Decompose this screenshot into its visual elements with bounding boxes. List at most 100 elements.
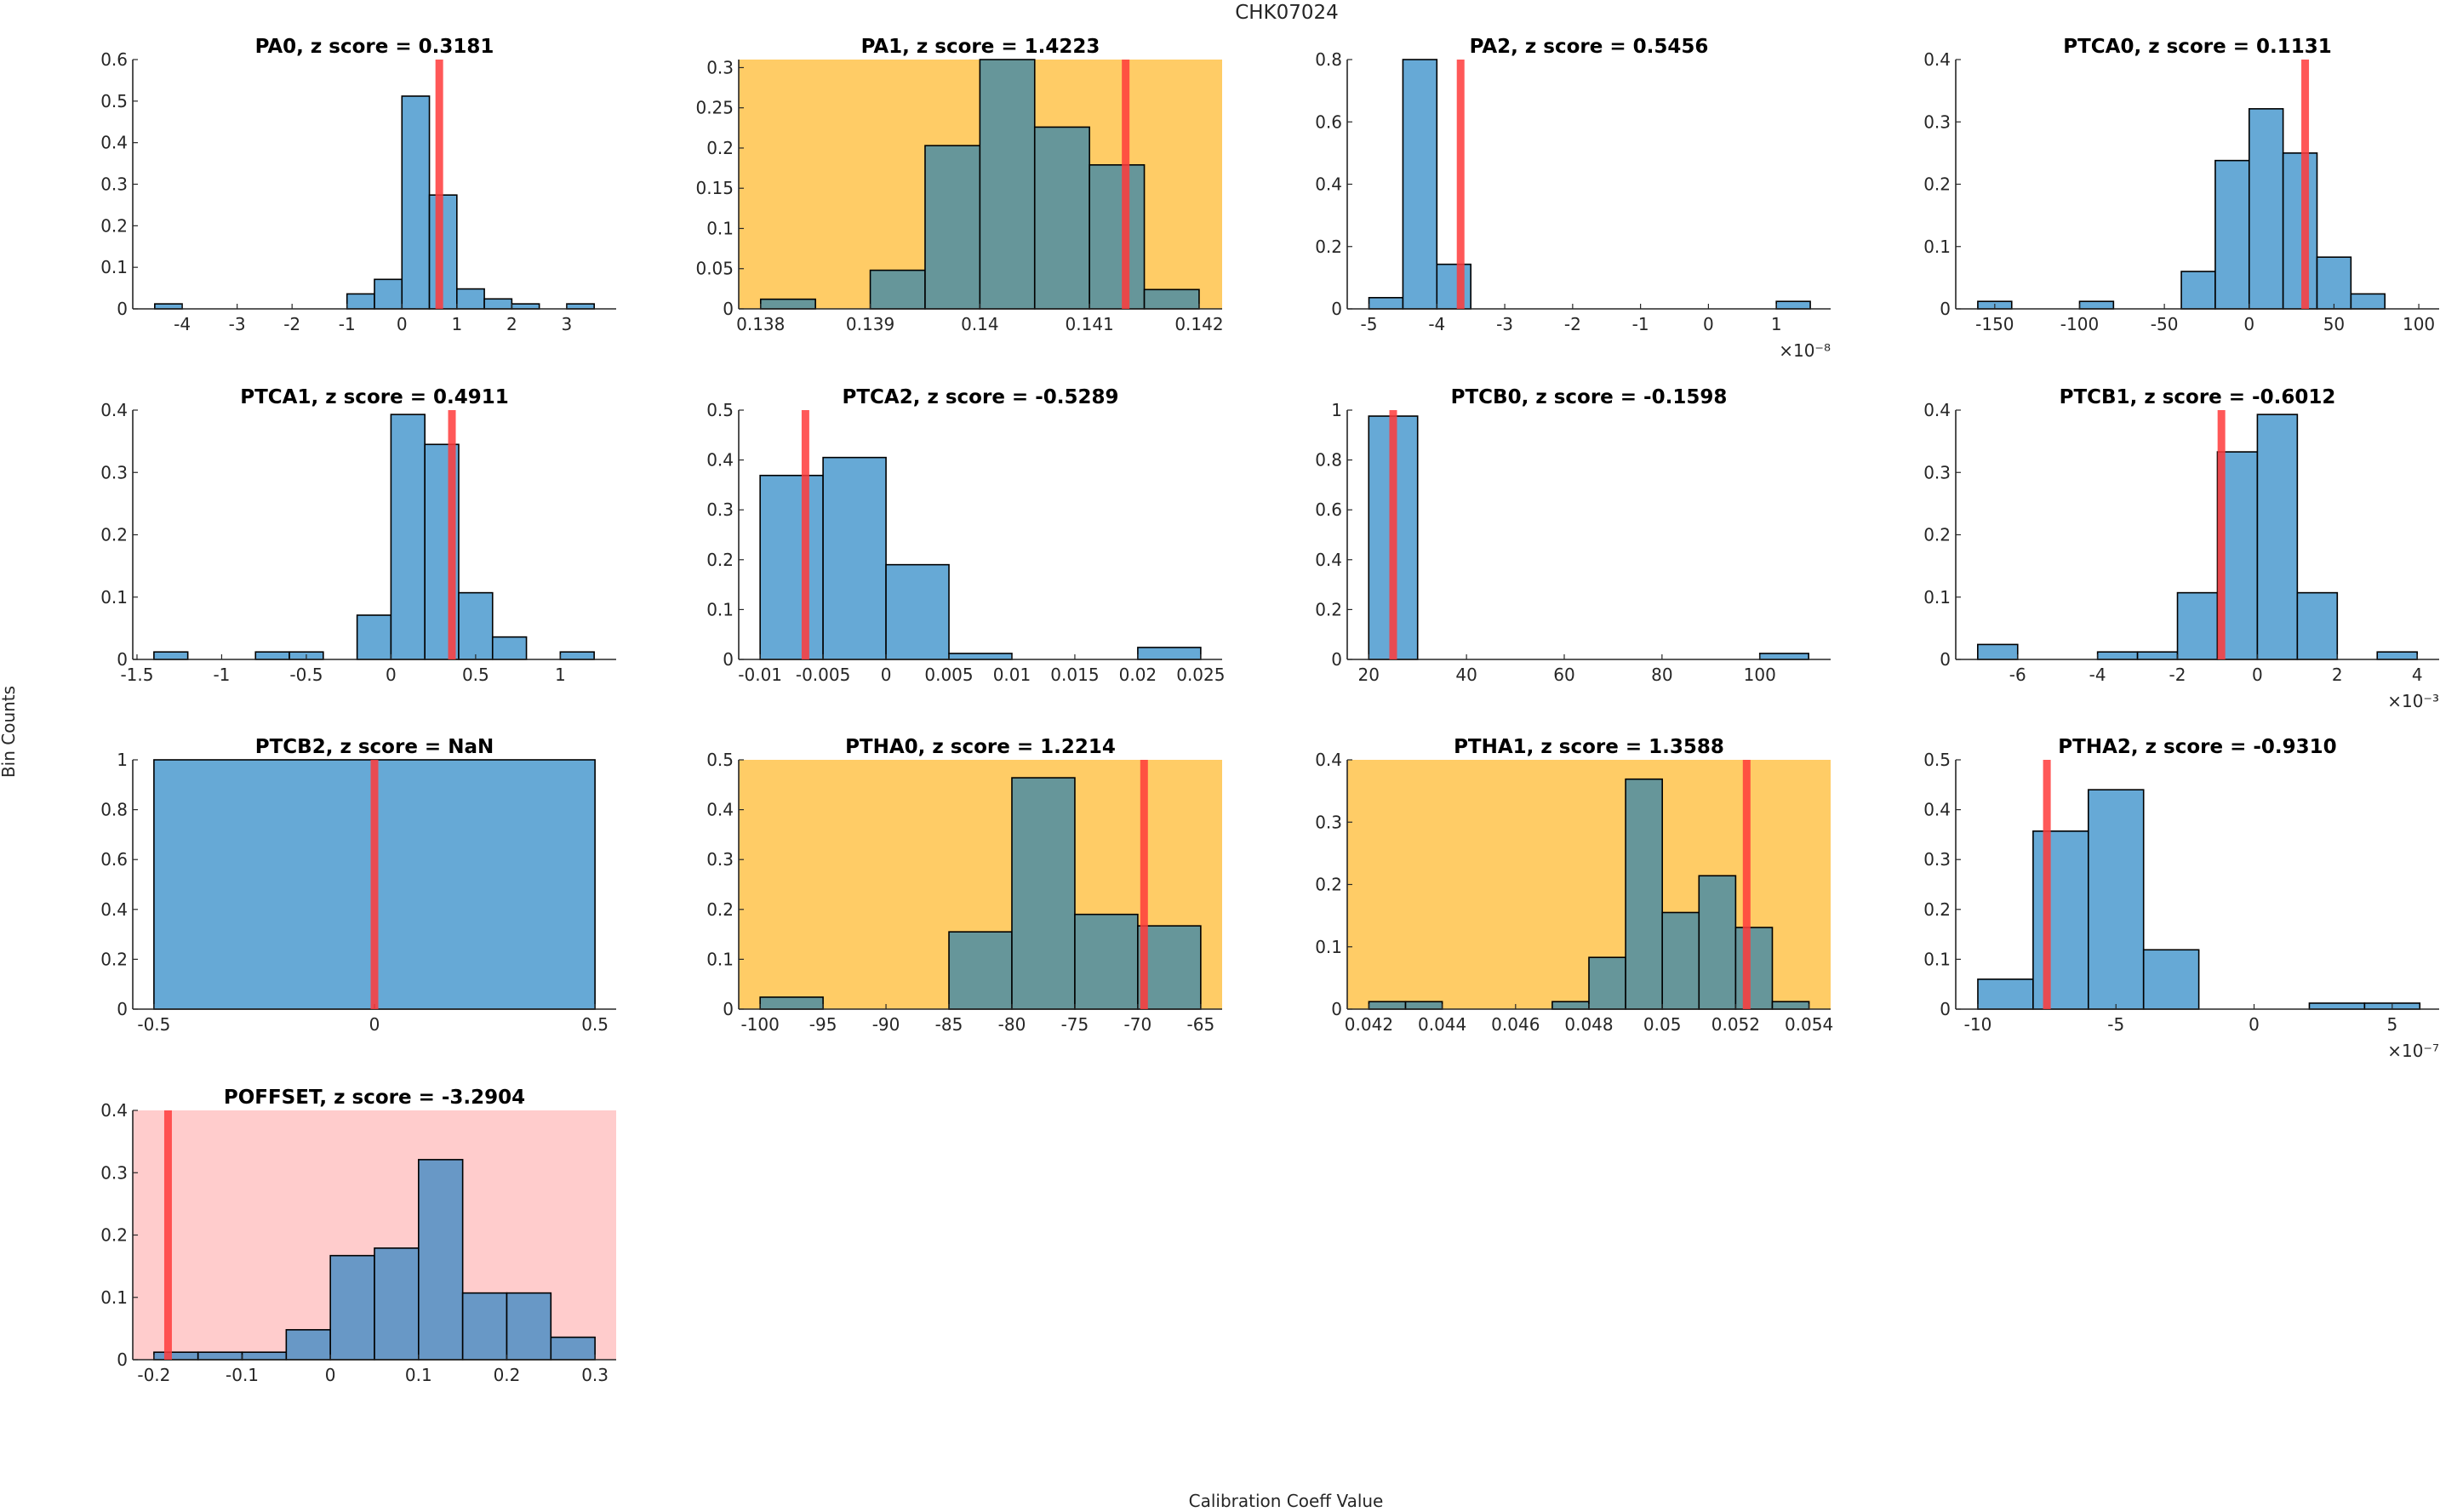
y-tick-label: 0.8	[1315, 450, 1342, 471]
y-tick-label: 0.1	[706, 949, 734, 969]
subplot-ptca0: 0 0.1 0.2 0.3 0.4 -150 -100 -50 0 50 100 PTCA0, z s…	[1923, 36, 2439, 334]
y-tick-label: 0.4	[706, 450, 734, 471]
y-tick-label: 0.4	[1923, 49, 1951, 70]
histogram-bar	[1775, 300, 1811, 310]
histogram-bar	[2308, 1002, 2366, 1010]
histogram-bar	[2078, 300, 2115, 310]
y-tick-label: 0	[1940, 649, 1951, 670]
x-tick-label: -1	[339, 314, 356, 334]
x-tick-label: -0.2	[137, 1365, 170, 1385]
histogram-bar	[1137, 925, 1202, 1010]
y-tick-label: 1	[1331, 400, 1342, 420]
x-tick-label: 1	[451, 314, 462, 334]
histogram-bar	[2180, 271, 2216, 310]
reference-value-line	[1456, 60, 1465, 309]
histogram-bar	[759, 298, 816, 310]
x-tick-label: 0	[1703, 314, 1714, 334]
subplot-pa1: 0 0.05 0.1 0.15 0.2 0.25 0.3 0.138 0.139 0.14 0.14…	[695, 36, 1223, 334]
x-tick-label: 2	[506, 314, 517, 334]
x-axis-exponent: ×10⁻⁸	[1779, 340, 1831, 361]
x-tick-label: 0.054	[1785, 1014, 1833, 1035]
x-tick-label: 0	[2243, 314, 2254, 334]
histogram-bar	[458, 591, 494, 660]
x-tick-label: -4	[2089, 665, 2106, 685]
x-tick-label: -1	[213, 665, 230, 685]
x-tick-label: 0.01	[993, 665, 1031, 685]
histogram-bar	[2350, 293, 2386, 310]
histogram-bar	[1074, 913, 1139, 1010]
histogram-bar	[1661, 911, 1700, 1010]
y-tick-label: 0.1	[706, 599, 734, 619]
x-tick-label: 0.14	[961, 314, 999, 334]
histogram-bar	[2136, 651, 2179, 660]
histogram-bar	[1588, 956, 1626, 1010]
reference-value-line	[2217, 410, 2226, 659]
y-tick-label: 0.5	[706, 400, 734, 420]
reference-value-line	[1140, 760, 1148, 1009]
y-tick-label: 0.3	[1923, 462, 1951, 482]
reference-value-line	[163, 1110, 172, 1360]
subplot-title: PA0, z score = 0.3181	[255, 36, 494, 58]
histogram-bar	[511, 303, 540, 310]
histogram-bar	[418, 1159, 464, 1361]
x-tick-label: 1	[555, 665, 566, 685]
y-tick-label: 0.5	[1923, 750, 1951, 770]
y-tick-label: 0.6	[100, 849, 128, 870]
histogram-bar	[401, 95, 431, 310]
y-tick-label: 0.3	[706, 849, 734, 870]
x-tick-label: -95	[809, 1014, 837, 1035]
y-tick-label: 0	[723, 299, 734, 319]
x-tick-label: 20	[1358, 665, 1380, 685]
x-tick-label: 0.5	[581, 1014, 609, 1035]
y-tick-label: 0.2	[1923, 174, 1951, 195]
x-axis-label: Calibration Coeff Value	[1189, 1491, 1384, 1511]
x-tick-label: 0.005	[924, 665, 973, 685]
subplot-ptcb1: 0 0.1 0.2 0.3 0.4 -6 -4 -2 0 2 4 ×10⁻³ PTCB1, z scor…	[1923, 386, 2439, 711]
histogram-bar	[2087, 789, 2145, 1010]
histogram-bar	[1402, 59, 1438, 310]
histogram-bar	[329, 1254, 375, 1361]
x-tick-label: 100	[1744, 665, 1776, 685]
y-tick-label: 0.25	[695, 98, 734, 118]
y-tick-label: 0.4	[706, 800, 734, 820]
y-tick-label: 0	[723, 999, 734, 1019]
y-tick-label: 0.2	[100, 1225, 128, 1246]
histogram-bar	[1089, 164, 1146, 310]
y-tick-label: 0.2	[706, 550, 734, 570]
y-tick-label: 0.2	[1923, 899, 1951, 920]
subplot-title: PA1, z score = 1.4223	[861, 36, 1100, 58]
x-tick-label: -3	[229, 314, 246, 334]
histogram-bar	[154, 303, 183, 310]
y-tick-label: 0.6	[100, 49, 128, 70]
x-tick-label: -90	[872, 1014, 900, 1035]
x-tick-label: 3	[562, 314, 573, 334]
histogram-bar	[2032, 830, 2089, 1010]
histogram-bar	[550, 1336, 596, 1361]
histogram-bar	[1404, 1001, 1443, 1010]
x-axis-exponent: ×10⁻⁷	[2387, 1041, 2439, 1061]
y-tick-label: 0	[1331, 649, 1342, 670]
y-tick-label: 0.3	[1315, 812, 1342, 832]
y-tick-label: 0.6	[1315, 111, 1342, 132]
x-tick-label: -10	[1964, 1014, 1992, 1035]
x-tick-label: -6	[2009, 665, 2026, 685]
histogram-bar	[2256, 414, 2299, 660]
subplot-ptcb0: 0 0.2 0.4 0.6 0.8 1 20 40 60 80 100 PTCB0, z score …	[1315, 386, 1831, 685]
x-tick-label: -4	[1428, 314, 1445, 334]
reference-value-line	[2043, 760, 2051, 1009]
y-tick-label: 0	[723, 649, 734, 670]
x-tick-label: 0	[325, 1365, 336, 1385]
subplot-title: PTCB0, z score = -0.1598	[1451, 386, 1728, 408]
histogram-bar	[2176, 591, 2219, 660]
x-tick-label: 60	[1553, 665, 1574, 685]
x-tick-label: 0	[369, 1014, 380, 1035]
histogram-bar	[1011, 777, 1076, 1010]
x-tick-label: 0.052	[1711, 1014, 1760, 1035]
histogram-bar	[1368, 1001, 1407, 1010]
histogram-bar	[346, 293, 375, 310]
y-tick-label: 0.4	[1315, 174, 1342, 195]
subplot-title: PTCA2, z score = -0.5289	[842, 386, 1118, 408]
reference-value-line	[1389, 410, 1397, 659]
x-tick-label: -0.01	[738, 665, 782, 685]
